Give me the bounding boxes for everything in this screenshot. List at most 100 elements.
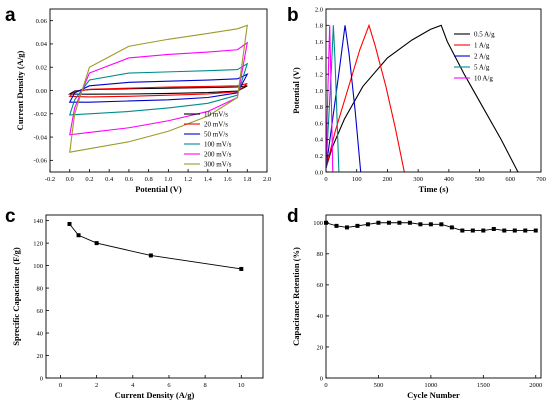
legend-label: 50 mV/s: [204, 131, 228, 139]
y-tick-label: 20: [317, 344, 324, 351]
y-tick-label: 100: [313, 220, 323, 227]
plot-frame: [325, 214, 542, 379]
y-tick-label: 0.8: [315, 104, 323, 111]
panel-letter-d: d: [287, 206, 299, 227]
y-tick-label: 0.00: [36, 88, 47, 95]
cv-loop: [68, 72, 249, 103]
panel-d: 0 500 1000 1500 2000 0 20 40 60 80 100 Cycle Number…: [291, 214, 542, 400]
x-tick-label: 0.4: [105, 176, 114, 183]
y-tick-label: 80: [37, 285, 44, 292]
y-tick-label: 120: [33, 240, 43, 247]
x-tick-label: 2000: [529, 382, 542, 389]
legend-label: 10 mV/s: [204, 111, 228, 119]
x-tick-label: 300: [413, 176, 423, 183]
panel-letter-b: b: [287, 5, 299, 26]
y-tick-label: 100: [33, 263, 43, 270]
x-tick-label: 1.0: [164, 176, 172, 183]
data-point: [428, 222, 433, 227]
x-tick-label: 0.2: [85, 176, 93, 183]
data-point: [334, 223, 339, 228]
legend-label: 0.5 A/g: [474, 31, 495, 39]
x-tick-label: 2.0: [263, 176, 271, 183]
x-tick-label: 700: [536, 176, 546, 183]
y-tick-label: -0.04: [33, 134, 47, 141]
y-tick-label: 2.0: [315, 6, 323, 13]
data-point: [418, 222, 423, 227]
cv-loop: [69, 41, 249, 136]
x-tick-label: 4: [131, 382, 135, 389]
data-point: [491, 226, 496, 231]
x-tick-label: 10: [238, 382, 245, 389]
x-axis-title: Cycle Number: [407, 390, 460, 400]
y-tick-label: 60: [37, 308, 44, 315]
x-tick-label: 6: [167, 382, 171, 389]
charge-discharge-curve: [325, 24, 519, 173]
data-point: [502, 228, 507, 233]
x-tick-label: 200: [383, 176, 393, 183]
legend-label: 200 mV/s: [204, 151, 232, 159]
legend-label: 10 A/g: [474, 75, 493, 83]
data-point: [76, 233, 81, 238]
x-tick-label: 400: [444, 176, 454, 183]
x-tick-label: 600: [505, 176, 515, 183]
data-point: [376, 220, 381, 225]
x-tick-label: 100: [352, 176, 362, 183]
panel-b: 0 100 200 300 400 500 600 700 0.0 0.2 0.4 0.6 0.8 1.0…: [291, 6, 546, 194]
x-tick-label: 0: [324, 176, 327, 183]
y-tick-label: 0.02: [36, 65, 47, 72]
x-tick-label: 0.6: [125, 176, 134, 183]
y-axis-title: Capacitance Retention (%): [291, 247, 301, 346]
data-point: [533, 228, 538, 233]
data-point: [148, 253, 153, 258]
y-tick-label: 0.4: [315, 137, 324, 144]
y-tick-label: 40: [37, 330, 44, 337]
y-axis-title: Current Density (A/g): [15, 51, 25, 131]
x-axis-title: Time (s): [419, 184, 449, 194]
panel-letter-a: a: [5, 5, 16, 26]
y-tick-label: 1.4: [315, 55, 324, 62]
y-tick-label: 0.06: [36, 18, 48, 25]
x-tick-label: 1.8: [243, 176, 251, 183]
x-tick-label: 2: [95, 382, 98, 389]
x-axis-title: Potential (V): [135, 184, 182, 194]
x-tick-label: 500: [475, 176, 485, 183]
data-point: [67, 221, 72, 226]
x-tick-label: 0: [59, 382, 62, 389]
data-point: [344, 225, 349, 230]
legend-label: 5 A/g: [474, 64, 490, 72]
y-tick-label: 1.0: [315, 88, 323, 95]
data-point: [365, 222, 370, 227]
legend-label: 300 mV/s: [204, 161, 232, 169]
charge-discharge-curve: [325, 25, 334, 173]
data-point: [481, 228, 486, 233]
data-point: [512, 228, 517, 233]
x-tick-label: -0.2: [45, 176, 55, 183]
data-point: [94, 241, 99, 246]
x-tick-label: 0: [324, 382, 327, 389]
plot-frame: [45, 214, 264, 379]
legend-label: 1 A/g: [474, 42, 490, 50]
legend-label: 20 mV/s: [204, 121, 228, 129]
y-tick-label: 140: [33, 218, 43, 225]
data-point: [355, 223, 360, 228]
y-tick-label: 0: [40, 375, 43, 382]
y-tick-label: 60: [317, 282, 324, 289]
data-point: [397, 220, 402, 225]
y-tick-label: 20: [37, 353, 44, 360]
legend-label: 100 mV/s: [204, 141, 232, 149]
x-tick-label: 500: [374, 382, 384, 389]
y-tick-label: 0.0: [315, 169, 323, 176]
y-tick-label: 0.2: [315, 153, 323, 160]
data-point: [386, 220, 391, 225]
panel-a: -0.2 0.0 0.2 0.4 0.6 0.8 1.0 1.2 1.4 1.6 1.8 2.0 -0.…: [15, 8, 271, 194]
y-tick-label: 1.8: [315, 23, 323, 30]
cv-loop: [69, 24, 248, 153]
panel-letter-c: c: [5, 206, 16, 227]
charge-discharge-curve: [325, 23, 405, 173]
data-point: [239, 266, 244, 271]
y-tick-label: 0: [320, 375, 323, 382]
data-point: [449, 225, 454, 230]
y-tick-label: 40: [317, 313, 324, 320]
